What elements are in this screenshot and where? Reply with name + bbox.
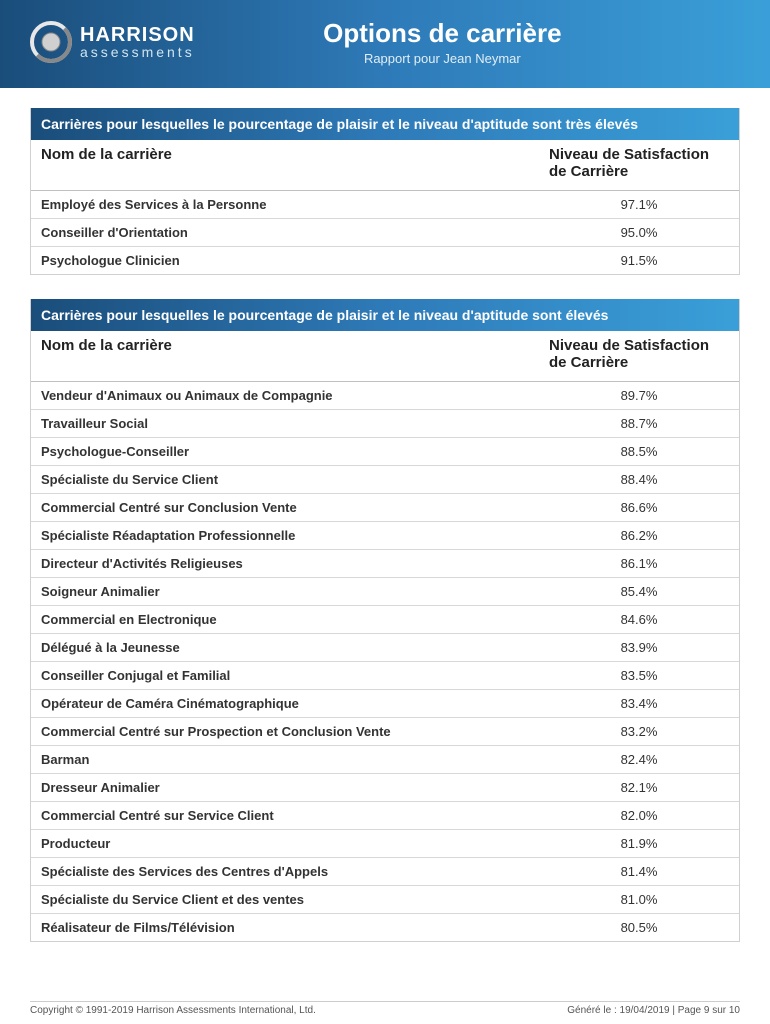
- table-row: Vendeur d'Animaux ou Animaux de Compagni…: [31, 382, 739, 410]
- career-satisfaction-value: 83.4%: [549, 696, 729, 711]
- table-row: Commercial Centré sur Conclusion Vente86…: [31, 494, 739, 522]
- table-row: Réalisateur de Films/Télévision80.5%: [31, 914, 739, 941]
- career-satisfaction-value: 85.4%: [549, 584, 729, 599]
- report-subtitle: Rapport pour Jean Neymar: [145, 51, 740, 66]
- career-name: Opérateur de Caméra Cinématographique: [41, 696, 549, 711]
- career-name: Conseiller Conjugal et Familial: [41, 668, 549, 683]
- career-satisfaction-value: 83.9%: [549, 640, 729, 655]
- career-satisfaction-value: 97.1%: [549, 197, 729, 212]
- career-satisfaction-value: 95.0%: [549, 225, 729, 240]
- career-satisfaction-value: 88.5%: [549, 444, 729, 459]
- table-row: Dresseur Animalier82.1%: [31, 774, 739, 802]
- table-row: Conseiller Conjugal et Familial83.5%: [31, 662, 739, 690]
- career-satisfaction-value: 86.2%: [549, 528, 729, 543]
- career-satisfaction-value: 88.4%: [549, 472, 729, 487]
- career-satisfaction-value: 81.0%: [549, 892, 729, 907]
- career-name: Commercial Centré sur Prospection et Con…: [41, 724, 549, 739]
- career-name: Psychologue Clinicien: [41, 253, 549, 268]
- column-career-name: Nom de la carrière: [41, 146, 549, 180]
- column-satisfaction: Niveau de Satisfaction de Carrière: [549, 337, 729, 371]
- report-header: HARRISON assessments Options de carrière…: [0, 0, 770, 88]
- report-page: HARRISON assessments Options de carrière…: [0, 0, 770, 1024]
- career-satisfaction-value: 82.4%: [549, 752, 729, 767]
- career-name: Spécialiste du Service Client: [41, 472, 549, 487]
- career-name: Directeur d'Activités Religieuses: [41, 556, 549, 571]
- career-satisfaction-value: 82.0%: [549, 808, 729, 823]
- table-row: Commercial Centré sur Service Client82.0…: [31, 802, 739, 830]
- table-row: Directeur d'Activités Religieuses86.1%: [31, 550, 739, 578]
- table-row: Employé des Services à la Personne97.1%: [31, 191, 739, 219]
- career-satisfaction-value: 83.5%: [549, 668, 729, 683]
- career-name: Commercial Centré sur Conclusion Vente: [41, 500, 549, 515]
- harrison-logo-icon: [30, 21, 72, 63]
- career-name: Réalisateur de Films/Télévision: [41, 920, 549, 935]
- table-row: Barman82.4%: [31, 746, 739, 774]
- career-satisfaction-value: 84.6%: [549, 612, 729, 627]
- career-satisfaction-value: 81.9%: [549, 836, 729, 851]
- career-section: Carrières pour lesquelles le pourcentage…: [30, 299, 740, 942]
- table-row: Conseiller d'Orientation95.0%: [31, 219, 739, 247]
- career-name: Spécialiste des Services des Centres d'A…: [41, 864, 549, 879]
- section-title: Carrières pour lesquelles le pourcentage…: [31, 299, 739, 331]
- report-title: Options de carrière: [145, 18, 740, 49]
- career-satisfaction-value: 86.1%: [549, 556, 729, 571]
- table-row: Opérateur de Caméra Cinématographique83.…: [31, 690, 739, 718]
- career-name: Soigneur Animalier: [41, 584, 549, 599]
- career-name: Vendeur d'Animaux ou Animaux de Compagni…: [41, 388, 549, 403]
- table-row: Spécialiste du Service Client88.4%: [31, 466, 739, 494]
- table-row: Soigneur Animalier85.4%: [31, 578, 739, 606]
- career-name: Conseiller d'Orientation: [41, 225, 549, 240]
- column-satisfaction: Niveau de Satisfaction de Carrière: [549, 146, 729, 180]
- table-row: Spécialiste Réadaptation Professionnelle…: [31, 522, 739, 550]
- table-row: Commercial en Electronique84.6%: [31, 606, 739, 634]
- section-title: Carrières pour lesquelles le pourcentage…: [31, 108, 739, 140]
- career-satisfaction-value: 80.5%: [549, 920, 729, 935]
- table-row: Psychologue-Conseiller88.5%: [31, 438, 739, 466]
- career-name: Spécialiste Réadaptation Professionnelle: [41, 528, 549, 543]
- career-satisfaction-value: 88.7%: [549, 416, 729, 431]
- career-name: Commercial en Electronique: [41, 612, 549, 627]
- column-career-name: Nom de la carrière: [41, 337, 549, 371]
- table-row: Délégué à la Jeunesse83.9%: [31, 634, 739, 662]
- column-headers: Nom de la carrièreNiveau de Satisfaction…: [31, 140, 739, 191]
- career-satisfaction-value: 83.2%: [549, 724, 729, 739]
- career-satisfaction-value: 81.4%: [549, 864, 729, 879]
- career-name: Barman: [41, 752, 549, 767]
- career-satisfaction-value: 82.1%: [549, 780, 729, 795]
- table-row: Spécialiste du Service Client et des ven…: [31, 886, 739, 914]
- table-row: Spécialiste des Services des Centres d'A…: [31, 858, 739, 886]
- table-row: Producteur81.9%: [31, 830, 739, 858]
- table-row: Travailleur Social88.7%: [31, 410, 739, 438]
- report-footer: Copyright © 1991-2019 Harrison Assessmen…: [30, 1001, 740, 1016]
- table-row: Psychologue Clinicien91.5%: [31, 247, 739, 274]
- career-satisfaction-value: 89.7%: [549, 388, 729, 403]
- career-name: Dresseur Animalier: [41, 780, 549, 795]
- career-name: Spécialiste du Service Client et des ven…: [41, 892, 549, 907]
- career-name: Employé des Services à la Personne: [41, 197, 549, 212]
- footer-generated: Généré le : 19/04/2019 | Page 9 sur 10: [567, 1005, 740, 1016]
- career-section: Carrières pour lesquelles le pourcentage…: [30, 108, 740, 275]
- footer-copyright: Copyright © 1991-2019 Harrison Assessmen…: [30, 1005, 316, 1016]
- table-row: Commercial Centré sur Prospection et Con…: [31, 718, 739, 746]
- career-satisfaction-value: 91.5%: [549, 253, 729, 268]
- career-name: Commercial Centré sur Service Client: [41, 808, 549, 823]
- career-name: Psychologue-Conseiller: [41, 444, 549, 459]
- header-titles: Options de carrière Rapport pour Jean Ne…: [145, 18, 740, 66]
- report-content: Carrières pour lesquelles le pourcentage…: [0, 88, 770, 942]
- career-name: Producteur: [41, 836, 549, 851]
- column-headers: Nom de la carrièreNiveau de Satisfaction…: [31, 331, 739, 382]
- career-name: Délégué à la Jeunesse: [41, 640, 549, 655]
- career-name: Travailleur Social: [41, 416, 549, 431]
- career-satisfaction-value: 86.6%: [549, 500, 729, 515]
